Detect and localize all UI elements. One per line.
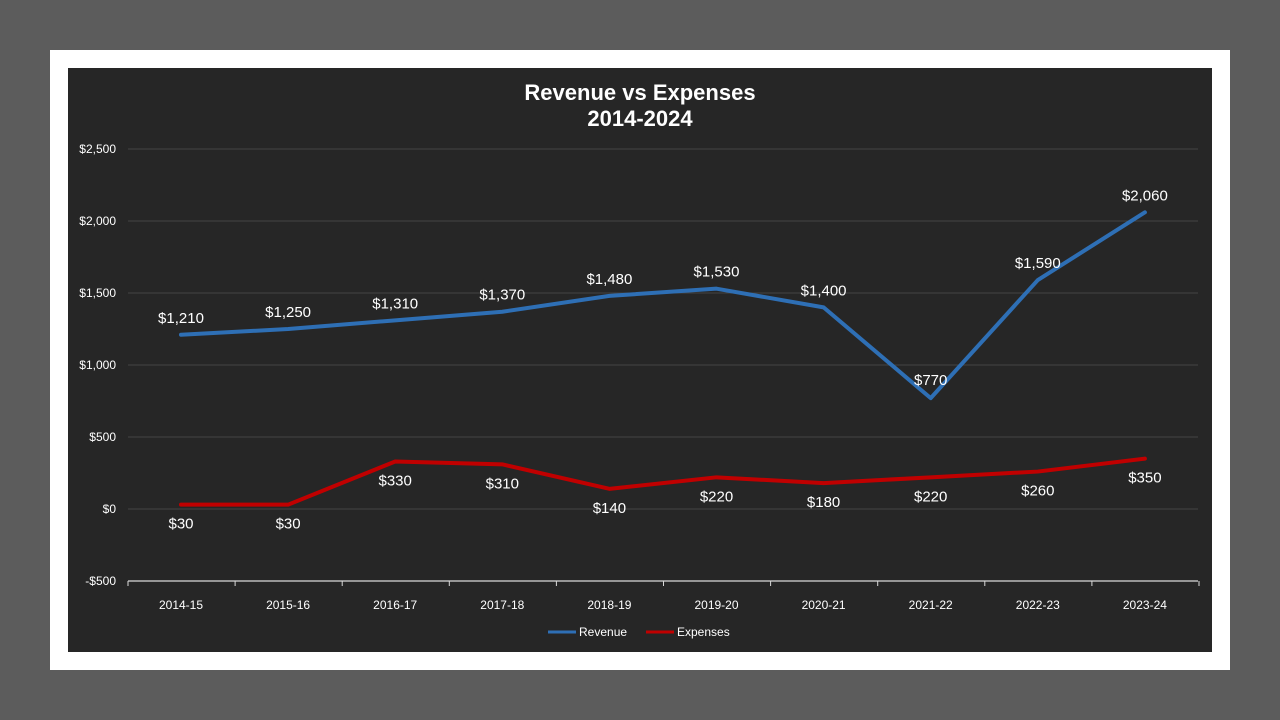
data-label: $1,530 bbox=[694, 264, 740, 281]
x-tick-label: 2017-18 bbox=[480, 598, 524, 612]
data-label: $1,210 bbox=[158, 310, 204, 327]
data-label: $1,370 bbox=[479, 287, 525, 304]
data-label: $220 bbox=[914, 488, 947, 505]
data-label: $770 bbox=[914, 372, 947, 389]
y-tick-label: $1,000 bbox=[79, 358, 116, 372]
chart-title: Revenue vs Expenses 2014-2024 bbox=[68, 80, 1212, 132]
y-tick-label: $2,000 bbox=[79, 214, 116, 228]
series-line-revenue bbox=[179, 210, 1147, 401]
y-tick-label: -$500 bbox=[85, 574, 116, 588]
data-label: $140 bbox=[593, 500, 626, 517]
data-label: $1,310 bbox=[372, 295, 418, 312]
chart-title-text: Revenue vs Expenses bbox=[524, 80, 756, 105]
x-tick-label: 2016-17 bbox=[373, 598, 417, 612]
x-tick-label: 2023-24 bbox=[1123, 598, 1167, 612]
y-tick-label: $1,500 bbox=[79, 286, 116, 300]
x-tick-label: 2020-21 bbox=[802, 598, 846, 612]
data-label: $350 bbox=[1128, 470, 1161, 487]
x-tick-label: 2018-19 bbox=[587, 598, 631, 612]
legend-label: Expenses bbox=[677, 625, 730, 639]
data-label: $180 bbox=[807, 494, 840, 511]
chart-frame: $2,500 $2,000 $1,500 $1,000 $500 $0 -$500 2014-… bbox=[50, 50, 1230, 670]
data-label: $260 bbox=[1021, 483, 1054, 500]
data-label: $1,590 bbox=[1015, 255, 1061, 272]
y-tick-label: $0 bbox=[103, 502, 117, 516]
data-label: $1,250 bbox=[265, 304, 311, 321]
x-tick-label: 2015-16 bbox=[266, 598, 310, 612]
x-tick-label: 2019-20 bbox=[694, 598, 738, 612]
chart-area: $2,500 $2,000 $1,500 $1,000 $500 $0 -$500 2014-… bbox=[68, 68, 1212, 652]
chart-subtitle-text: 2014-2024 bbox=[587, 106, 693, 131]
data-label: $220 bbox=[700, 488, 733, 505]
legend-label: Revenue bbox=[579, 625, 627, 639]
data-label: $2,060 bbox=[1122, 187, 1168, 204]
y-tick-label: $500 bbox=[89, 430, 116, 444]
line-chart: $2,500 $2,000 $1,500 $1,000 $500 $0 -$500 2014-… bbox=[79, 142, 1200, 639]
series-line-expenses bbox=[179, 456, 1147, 507]
y-tick-label: $2,500 bbox=[79, 142, 116, 156]
x-tick-label: 2022-23 bbox=[1016, 598, 1060, 612]
data-label: $30 bbox=[168, 516, 193, 533]
data-label: $1,480 bbox=[586, 271, 632, 288]
data-label: $1,400 bbox=[801, 282, 847, 299]
x-tick-label: 2014-15 bbox=[159, 598, 203, 612]
data-label: $30 bbox=[276, 516, 301, 533]
x-tick-label: 2021-22 bbox=[909, 598, 953, 612]
data-label: $310 bbox=[486, 475, 519, 492]
data-label: $330 bbox=[379, 472, 412, 489]
